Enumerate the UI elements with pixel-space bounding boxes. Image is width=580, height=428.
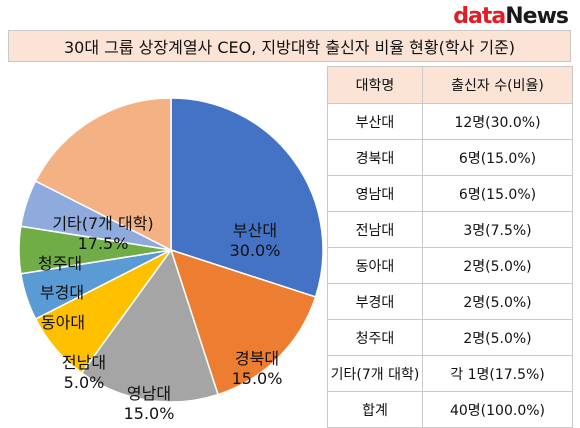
pie-slice-label: 부산대 xyxy=(233,221,277,240)
university-table: 대학명 출신자 수(비율) 부산대 12명(30.0%) 경북대 6명(15.0%)… xyxy=(327,66,573,428)
pie-slice xyxy=(169,248,317,396)
cell-count: 40명(100.0%) xyxy=(422,391,573,428)
brand-logo-part2: News xyxy=(505,4,569,29)
cell-university: 동아대 xyxy=(327,247,423,284)
pie-slice xyxy=(80,248,219,403)
cell-count: 6명(15.0%) xyxy=(422,175,573,212)
cell-university: 영남대 xyxy=(327,175,423,212)
table-row: 전남대 3명(7.5%) xyxy=(327,211,573,248)
pie-slice-label: 경북대 xyxy=(235,349,279,368)
table-row: 부경대 2명(5.0%) xyxy=(327,283,573,320)
cell-count: 6명(15.0%) xyxy=(422,139,573,176)
header-university: 대학명 xyxy=(327,66,423,104)
cell-university: 합계 xyxy=(327,391,423,428)
cell-count: 3명(7.5%) xyxy=(422,211,573,248)
table-header-row: 대학명 출신자 수(비율) xyxy=(327,66,573,104)
cell-count: 각 1명(17.5%) xyxy=(422,355,573,392)
cell-university: 전남대 xyxy=(327,211,423,248)
brand-logo-part1: data xyxy=(453,4,506,29)
brand-logo: dataNews xyxy=(453,4,569,30)
table-row: 청주대 2명(5.0%) xyxy=(327,319,573,356)
pie-slice-value: 15.0% xyxy=(232,369,283,388)
table-row-total: 합계 40명(100.0%) xyxy=(327,391,573,428)
pie-slices xyxy=(18,97,324,403)
pie-slice-value: 17.5% xyxy=(78,234,129,253)
header-count: 출신자 수(비율) xyxy=(422,66,573,104)
cell-count: 12명(30.0%) xyxy=(422,103,573,140)
table-row: 부산대 12명(30.0%) xyxy=(327,103,573,140)
pie-labels: 부산대30.0%경북대15.0%영남대15.0%전남대5.0%동아대부경대청주대… xyxy=(38,214,283,422)
pie-slice-label: 부경대 xyxy=(40,283,84,302)
pie-slice-label: 청주대 xyxy=(38,254,82,273)
pie-slice-value: 5.0% xyxy=(64,373,105,392)
pie-slice-label: 기타(7개 대학) xyxy=(52,214,153,233)
cell-university: 청주대 xyxy=(327,319,423,356)
pie-slice xyxy=(34,97,172,252)
cell-count: 2명(5.0%) xyxy=(422,247,573,284)
pie-slice-label: 영남대 xyxy=(127,384,171,403)
pie-slice-value: 30.0% xyxy=(230,241,281,260)
pie-chart: 부산대30.0%경북대15.0%영남대15.0%전남대5.0%동아대부경대청주대… xyxy=(18,97,324,422)
table-row: 동아대 2명(5.0%) xyxy=(327,247,573,284)
page-title: 30대 그룹 상장계열사 CEO, 지방대학 출신자 비율 현황(학사 기준) xyxy=(8,30,571,62)
table-row: 기타(7개 대학) 각 1명(17.5%) xyxy=(327,355,573,392)
table-row: 경북대 6명(15.0%) xyxy=(327,139,573,176)
cell-count: 2명(5.0%) xyxy=(422,319,573,356)
table-row: 영남대 6명(15.0%) xyxy=(327,175,573,212)
pie-slice-label: 전남대 xyxy=(62,353,106,372)
pie-slice-label: 동아대 xyxy=(41,313,85,332)
cell-count: 2명(5.0%) xyxy=(422,283,573,320)
pie-slice xyxy=(170,97,324,298)
cell-university: 경북대 xyxy=(327,139,423,176)
cell-university: 부경대 xyxy=(327,283,423,320)
cell-university: 부산대 xyxy=(327,103,423,140)
cell-university: 기타(7개 대학) xyxy=(327,355,423,392)
pie-slice-value: 15.0% xyxy=(124,404,175,422)
